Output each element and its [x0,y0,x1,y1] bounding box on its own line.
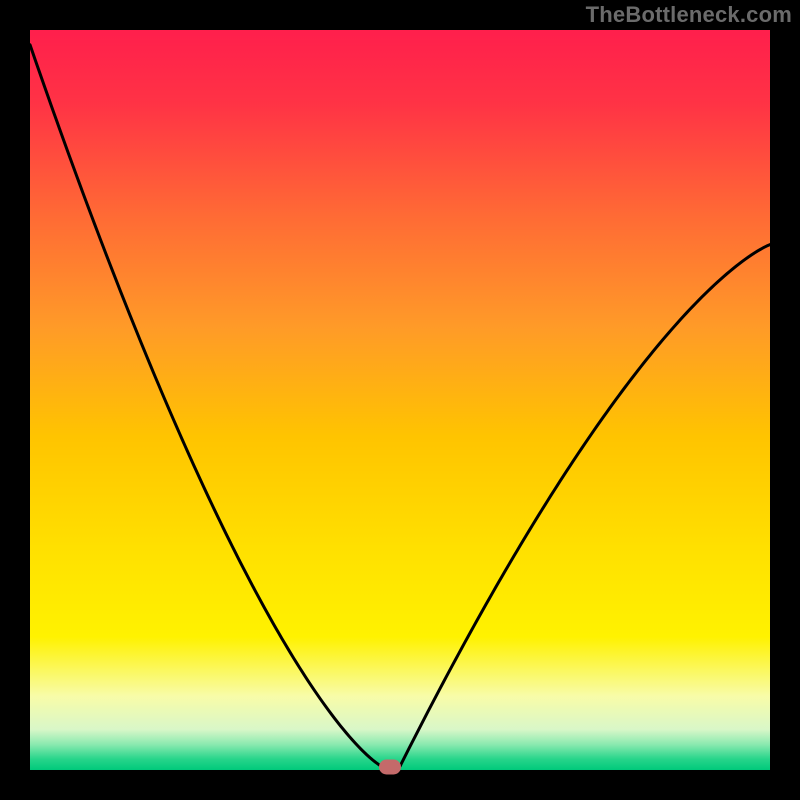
chart-stage: TheBottleneck.com [0,0,800,800]
v-curve [30,30,770,770]
minimum-marker [379,760,401,775]
watermark-text: TheBottleneck.com [586,2,792,28]
plot-area [30,30,770,770]
v-curve-path [30,45,770,767]
